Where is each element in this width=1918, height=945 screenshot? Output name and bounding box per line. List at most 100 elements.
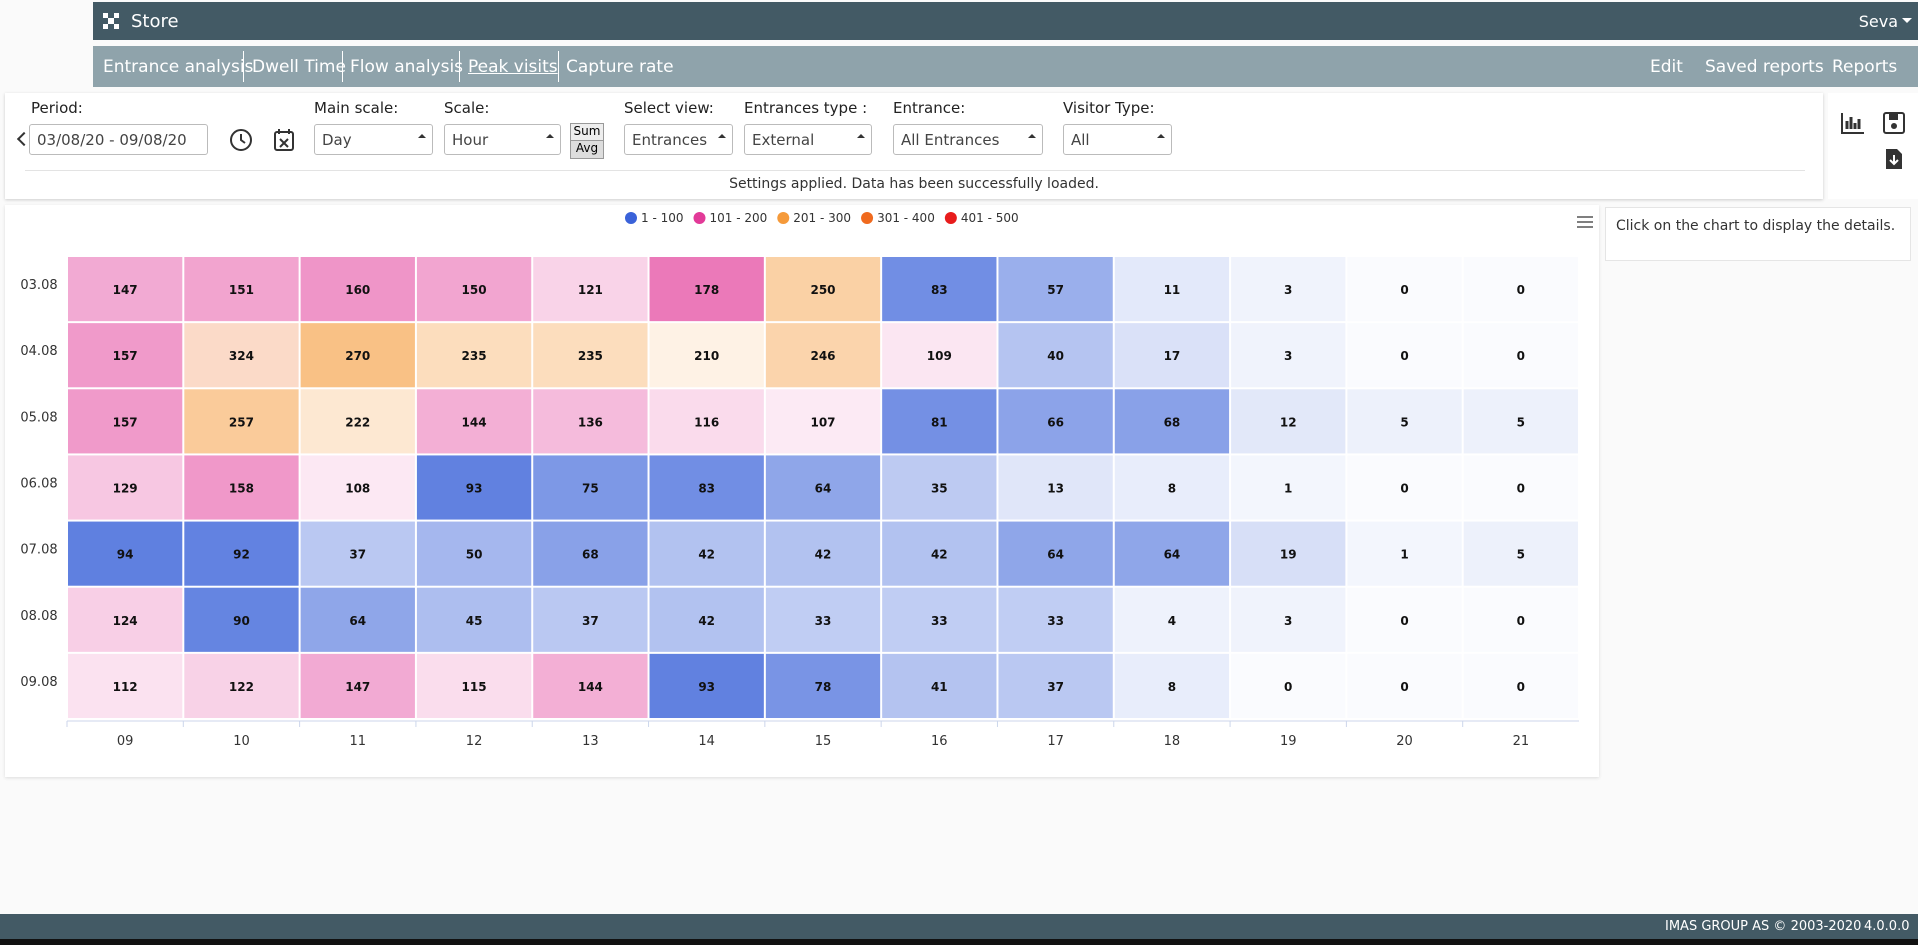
heat-cell (649, 323, 764, 388)
cell-label: 37 (349, 548, 366, 562)
heat-cell (68, 455, 183, 520)
cell-label: 3 (1284, 349, 1292, 363)
cell-label: 66 (1047, 415, 1064, 429)
cell-label: 0 (1400, 349, 1408, 363)
heat-cell (1231, 323, 1346, 388)
menu[interactable]: Reports (1832, 57, 1898, 77)
save-icon[interactable] (1882, 111, 1906, 135)
cell-label: 109 (927, 349, 952, 363)
heat-cell (300, 653, 415, 718)
cell-label: 64 (1047, 548, 1064, 562)
cell-label: 150 (462, 283, 487, 297)
clock-icon[interactable] (229, 128, 253, 152)
heat-cell (533, 587, 648, 652)
cell-label: 0 (1517, 349, 1525, 363)
cell-label: 147 (113, 283, 138, 297)
cell-label: 147 (345, 680, 370, 694)
side-note: Click on the chart to display the detail… (1605, 207, 1911, 261)
heat-cell (1114, 587, 1230, 652)
cell-label: 144 (462, 415, 487, 429)
cell-label: 5 (1517, 415, 1525, 429)
chart-menu[interactable] (1577, 216, 1593, 228)
legend-marker (693, 212, 706, 224)
cell-label: 83 (931, 283, 948, 297)
chart-icon[interactable] (1840, 111, 1866, 135)
nav-bar: Entrance analysis Dwell Time Flow analys… (93, 46, 1918, 87)
cell-label: 0 (1517, 482, 1525, 496)
y-tick-label: 05.08 (20, 410, 57, 425)
cell-label: 8 (1168, 680, 1176, 694)
label: Period: (31, 99, 83, 117)
heat-cell (765, 257, 881, 322)
avg-button[interactable]: Avg (570, 140, 604, 159)
cell-label: 115 (462, 680, 487, 694)
divider (25, 170, 1805, 171)
cell-label: 19 (1280, 548, 1297, 562)
separator (243, 51, 244, 82)
cell-label: 33 (931, 614, 948, 628)
tab[interactable]: Dwell Time (252, 57, 346, 77)
cell-label: 93 (466, 482, 483, 496)
cell-label: 37 (1047, 680, 1064, 694)
menu[interactable]: Edit (1650, 57, 1683, 77)
cell-label: 75 (582, 482, 599, 496)
cell-label: 108 (345, 482, 370, 496)
menu[interactable]: Saved reports (1705, 57, 1824, 77)
heat-cell (416, 653, 532, 718)
select[interactable]: External (744, 124, 872, 155)
cell-label: 5 (1400, 415, 1408, 429)
cell-label: 116 (694, 415, 719, 429)
heat-cell (1231, 257, 1346, 322)
select[interactable]: All Entrances (893, 124, 1043, 155)
cell-label: 1 (1284, 482, 1292, 496)
heat-cell (1463, 521, 1578, 586)
cell-label: 0 (1400, 680, 1408, 694)
legend-label: 401 - 500 (961, 211, 1019, 225)
cell-label: 124 (113, 614, 138, 628)
user-menu[interactable]: Seva (1858, 12, 1898, 31)
heat-cell (300, 257, 415, 322)
tool-panel (1828, 93, 1918, 199)
cell-label: 78 (815, 680, 832, 694)
heat-cell (1231, 653, 1346, 718)
heat-cell (1463, 653, 1578, 718)
label: Scale: (444, 99, 490, 117)
select[interactable]: Entrances (624, 124, 733, 155)
heat-cell (1114, 521, 1230, 586)
label: Select view: (624, 99, 714, 117)
x-tick-label: 17 (1047, 734, 1064, 749)
heat-cell (1463, 389, 1578, 454)
select[interactable]: All (1063, 124, 1172, 155)
heat-cell (1231, 587, 1346, 652)
legend-label: 301 - 400 (877, 211, 935, 225)
y-tick-label: 03.08 (20, 278, 57, 293)
legend-label: 101 - 200 (710, 211, 768, 225)
select[interactable]: Hour (444, 124, 561, 155)
calendar-icon[interactable] (273, 128, 295, 152)
heatmap[interactable]: 1 - 100 101 - 200 201 - 300 301 - 400 401 - … (5, 205, 1599, 777)
tab[interactable]: Entrance analysis (103, 57, 254, 77)
cell-label: 50 (466, 548, 483, 562)
heat-cell (1114, 323, 1230, 388)
sum-button[interactable]: Sum (570, 123, 604, 142)
download-icon[interactable] (1884, 147, 1904, 171)
heat-cell (184, 257, 299, 322)
cell-label: 45 (466, 614, 483, 628)
cell-label: 0 (1517, 614, 1525, 628)
footer: IMAS GROUP AS © 2003-2020 4.0.0.0 (0, 914, 1918, 939)
cell-label: 122 (229, 680, 254, 694)
tab-active[interactable]: Peak visits (468, 57, 558, 77)
date-input[interactable]: 03/08/20 - 09/08/20 (29, 124, 208, 155)
cell-label: 121 (578, 283, 603, 297)
cell-label: 235 (578, 349, 603, 363)
tab[interactable]: Flow analysis (350, 57, 464, 77)
select[interactable]: Day (314, 124, 433, 155)
label: Entrances type : (744, 99, 868, 117)
cell-label: 83 (698, 482, 715, 496)
heat-cell (649, 653, 764, 718)
cell-label: 0 (1400, 283, 1408, 297)
label: Visitor Type: (1063, 99, 1155, 117)
heat-cell (184, 587, 299, 652)
tab[interactable]: Capture rate (566, 57, 674, 77)
cell-label: 40 (1047, 349, 1064, 363)
